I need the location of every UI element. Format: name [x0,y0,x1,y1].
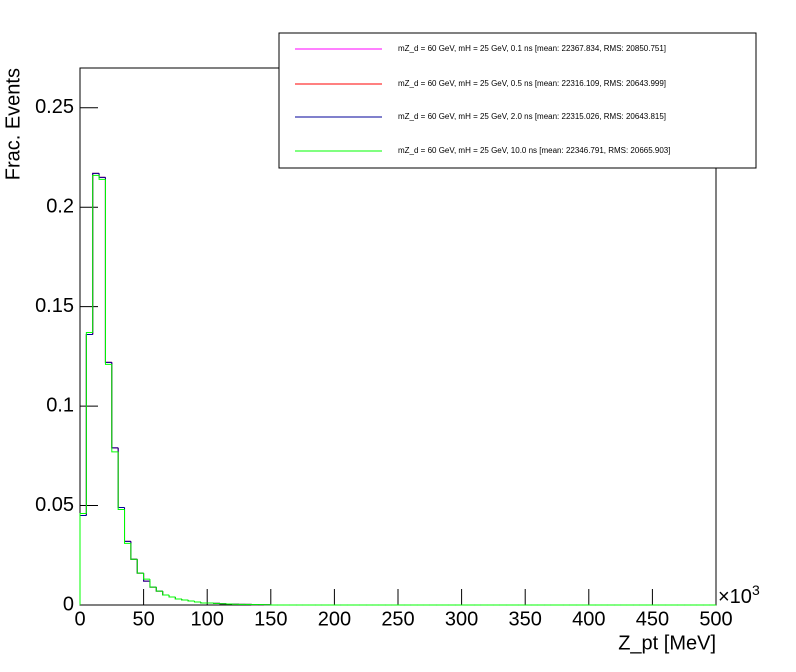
histogram-step [117,447,125,509]
histogram-step [143,573,150,582]
histogram-step [130,543,138,560]
histogram-step [143,573,150,580]
x-tick-label: 0 [74,608,85,630]
x-tick-label: 500 [699,608,732,630]
histogram-step [162,591,170,596]
histogram-step [130,541,138,560]
x-tick-label: 350 [509,608,542,630]
legend-label: mZ_d = 60 GeV, mH = 25 GeV, 0.5 ns [mean… [398,79,666,88]
histogram-step [111,362,119,449]
histogram-step [98,175,106,180]
histogram-step [98,173,106,178]
histogram-step [92,172,100,335]
histogram-step [117,447,125,509]
histogram-step [200,602,208,604]
x-tick-label: 300 [445,608,478,630]
histogram-step [130,541,138,560]
histogram-step [98,173,106,178]
x-scale-exponent: 3 [752,582,760,598]
histogram-step [193,601,201,603]
x-tick-label: 100 [191,608,224,630]
x-scale-base: ×10 [718,586,752,608]
legend-label: mZ_d = 60 GeV, mH = 25 GeV, 2.0 ns [mean… [398,112,666,121]
histogram-step [92,174,100,333]
y-tick-label: 0.1 [46,394,74,416]
histogram-step [130,541,138,560]
histogram-step [79,515,87,605]
histogram-step [104,177,112,363]
histogram-step [124,507,131,542]
histogram-step [149,581,157,588]
y-tick-label: 0.15 [35,295,74,317]
histogram-step [111,364,119,453]
y-tick-label: 0 [63,593,74,615]
histogram-step [174,597,182,600]
histogram-step [104,177,112,363]
x-tick-label: 50 [132,608,154,630]
histogram-step [85,334,93,516]
x-tick-label: 200 [318,608,351,630]
histogram-step [143,573,150,582]
histogram-step [155,587,163,592]
histogram-step [162,591,170,596]
histogram-step [117,451,125,511]
y-tick-label: 0.05 [35,494,74,516]
histogram-step [104,177,112,363]
histogram-step [124,509,131,544]
histogram-step [124,507,131,542]
x-tick-label: 400 [572,608,605,630]
x-tick-label: 450 [636,608,669,630]
histogram-step [104,179,112,365]
y-tick-label: 0.25 [35,96,74,118]
histogram-step [79,513,87,605]
histogram-step [143,573,150,582]
x-tick-label: 250 [381,608,414,630]
histogram-step [155,587,163,592]
histogram-step [85,334,93,516]
histogram-step [162,591,170,596]
histogram-step [136,559,144,574]
legend-label: mZ_d = 60 GeV, mH = 25 GeV, 0.1 ns [mean… [398,44,666,53]
y-axis-label: Frac. Events [2,68,24,180]
histogram-step [85,334,93,516]
histogram-step [149,581,157,588]
histogram-step [124,507,131,542]
x-tick-label: 150 [254,608,287,630]
histogram-step [79,515,87,605]
histogram-step [98,173,106,178]
histogram-step [136,559,144,574]
histogram-step [168,595,176,598]
legend-box [278,32,757,169]
histogram-step [181,599,189,601]
histogram-step [149,581,157,588]
histogram-step [85,332,93,514]
histogram-step [136,559,144,574]
histogram-step [79,515,87,605]
x-axis-label: Z_pt [MeV] [618,632,716,654]
histogram-step [155,587,163,592]
histogram-step [162,591,170,596]
y-tick-label: 0.2 [46,196,74,218]
histogram-step [155,587,163,592]
histogram-step [111,362,119,449]
histogram-step [111,362,119,449]
legend-label: mZ_d = 60 GeV, mH = 25 GeV, 10.0 ns [mea… [398,146,670,155]
histogram-step [149,579,157,588]
histogram-step [117,447,125,509]
histogram-step [187,600,195,602]
histogram-step [136,559,144,574]
histogram-step [92,172,100,335]
x-scale-label: ×103 [718,582,760,609]
histogram-step [92,172,100,335]
